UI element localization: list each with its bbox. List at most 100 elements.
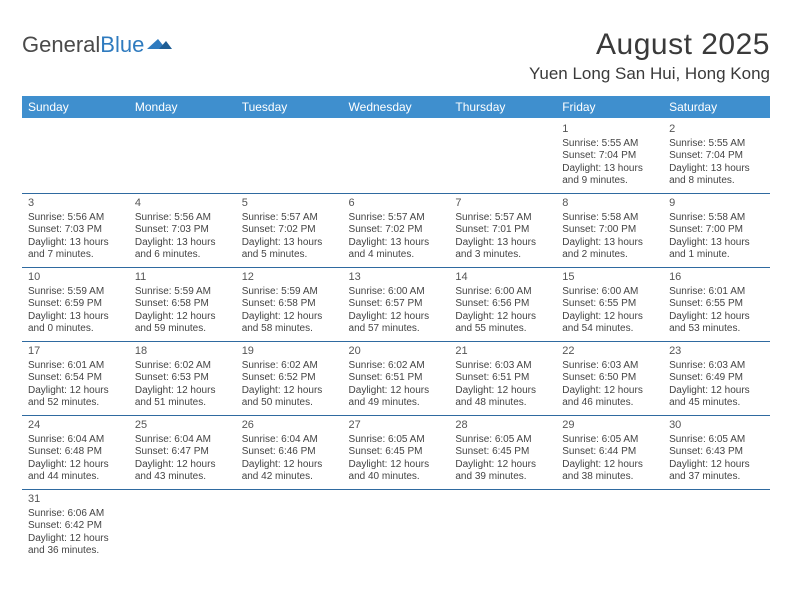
calendar-cell-empty xyxy=(343,119,450,193)
daylight-line-1: Daylight: 12 hours xyxy=(455,385,550,398)
weekday-header: Tuesday xyxy=(236,96,343,119)
daylight-line-1: Daylight: 12 hours xyxy=(455,311,550,324)
daylight-line-2: and 36 minutes. xyxy=(28,545,123,558)
calendar-cell: 6Sunrise: 5:57 AMSunset: 7:02 PMDaylight… xyxy=(343,193,450,267)
daylight-line-1: Daylight: 13 hours xyxy=(669,163,764,176)
title-block: August 2025 Yuen Long San Hui, Hong Kong xyxy=(529,28,770,84)
calendar-cell-empty xyxy=(343,489,450,563)
daylight-line-1: Daylight: 13 hours xyxy=(28,237,123,250)
weekday-header: Friday xyxy=(556,96,663,119)
day-number: 2 xyxy=(669,123,764,137)
sunset-line: Sunset: 6:47 PM xyxy=(135,446,230,459)
day-number: 19 xyxy=(242,345,337,359)
calendar-cell: 3Sunrise: 5:56 AMSunset: 7:03 PMDaylight… xyxy=(22,193,129,267)
sunrise-line: Sunrise: 6:02 AM xyxy=(349,360,444,373)
sunrise-line: Sunrise: 6:03 AM xyxy=(455,360,550,373)
daylight-line-2: and 59 minutes. xyxy=(135,323,230,336)
sunrise-line: Sunrise: 5:57 AM xyxy=(455,212,550,225)
day-number: 13 xyxy=(349,271,444,285)
calendar-cell: 30Sunrise: 6:05 AMSunset: 6:43 PMDayligh… xyxy=(663,415,770,489)
sunset-line: Sunset: 7:01 PM xyxy=(455,224,550,237)
sunset-line: Sunset: 6:45 PM xyxy=(455,446,550,459)
header: GeneralBlue August 2025 Yuen Long San Hu… xyxy=(22,28,770,84)
daylight-line-2: and 55 minutes. xyxy=(455,323,550,336)
daylight-line-1: Daylight: 12 hours xyxy=(349,311,444,324)
calendar-cell-empty xyxy=(236,119,343,193)
daylight-line-2: and 48 minutes. xyxy=(455,397,550,410)
sunrise-line: Sunrise: 5:55 AM xyxy=(562,138,657,151)
sunset-line: Sunset: 7:03 PM xyxy=(135,224,230,237)
sunset-line: Sunset: 6:53 PM xyxy=(135,372,230,385)
weekday-header: Sunday xyxy=(22,96,129,119)
calendar-cell: 18Sunrise: 6:02 AMSunset: 6:53 PMDayligh… xyxy=(129,341,236,415)
sunrise-line: Sunrise: 6:03 AM xyxy=(562,360,657,373)
sunrise-line: Sunrise: 5:59 AM xyxy=(135,286,230,299)
daylight-line-2: and 43 minutes. xyxy=(135,471,230,484)
calendar-cell: 16Sunrise: 6:01 AMSunset: 6:55 PMDayligh… xyxy=(663,267,770,341)
day-number: 9 xyxy=(669,197,764,211)
daylight-line-2: and 37 minutes. xyxy=(669,471,764,484)
calendar-table: SundayMondayTuesdayWednesdayThursdayFrid… xyxy=(22,96,770,563)
sunset-line: Sunset: 6:52 PM xyxy=(242,372,337,385)
sunset-line: Sunset: 7:04 PM xyxy=(562,150,657,163)
daylight-line-1: Daylight: 12 hours xyxy=(135,459,230,472)
sunrise-line: Sunrise: 6:02 AM xyxy=(242,360,337,373)
daylight-line-1: Daylight: 12 hours xyxy=(242,385,337,398)
daylight-line-1: Daylight: 13 hours xyxy=(669,237,764,250)
daylight-line-1: Daylight: 12 hours xyxy=(669,385,764,398)
calendar-row: 17Sunrise: 6:01 AMSunset: 6:54 PMDayligh… xyxy=(22,341,770,415)
sunrise-line: Sunrise: 6:01 AM xyxy=(28,360,123,373)
daylight-line-2: and 39 minutes. xyxy=(455,471,550,484)
month-title: August 2025 xyxy=(529,28,770,62)
calendar-cell-empty xyxy=(22,119,129,193)
daylight-line-1: Daylight: 13 hours xyxy=(242,237,337,250)
daylight-line-2: and 40 minutes. xyxy=(349,471,444,484)
sunrise-line: Sunrise: 5:55 AM xyxy=(669,138,764,151)
calendar-cell: 21Sunrise: 6:03 AMSunset: 6:51 PMDayligh… xyxy=(449,341,556,415)
sunset-line: Sunset: 6:55 PM xyxy=(562,298,657,311)
sunset-line: Sunset: 6:50 PM xyxy=(562,372,657,385)
sunset-line: Sunset: 6:49 PM xyxy=(669,372,764,385)
daylight-line-2: and 58 minutes. xyxy=(242,323,337,336)
day-number: 14 xyxy=(455,271,550,285)
sunset-line: Sunset: 7:02 PM xyxy=(242,224,337,237)
sunrise-line: Sunrise: 6:03 AM xyxy=(669,360,764,373)
day-number: 16 xyxy=(669,271,764,285)
daylight-line-2: and 57 minutes. xyxy=(349,323,444,336)
daylight-line-2: and 3 minutes. xyxy=(455,249,550,262)
daylight-line-2: and 2 minutes. xyxy=(562,249,657,262)
daylight-line-2: and 45 minutes. xyxy=(669,397,764,410)
sunrise-line: Sunrise: 6:00 AM xyxy=(349,286,444,299)
daylight-line-2: and 46 minutes. xyxy=(562,397,657,410)
location: Yuen Long San Hui, Hong Kong xyxy=(529,64,770,84)
calendar-cell-empty xyxy=(449,119,556,193)
daylight-line-1: Daylight: 12 hours xyxy=(562,385,657,398)
sunrise-line: Sunrise: 5:56 AM xyxy=(28,212,123,225)
sunset-line: Sunset: 6:59 PM xyxy=(28,298,123,311)
daylight-line-1: Daylight: 12 hours xyxy=(455,459,550,472)
weekday-header: Wednesday xyxy=(343,96,450,119)
calendar-cell-empty xyxy=(556,489,663,563)
daylight-line-2: and 44 minutes. xyxy=(28,471,123,484)
sunset-line: Sunset: 6:45 PM xyxy=(349,446,444,459)
calendar-body: 1Sunrise: 5:55 AMSunset: 7:04 PMDaylight… xyxy=(22,119,770,563)
day-number: 4 xyxy=(135,197,230,211)
sunset-line: Sunset: 6:56 PM xyxy=(455,298,550,311)
calendar-cell: 22Sunrise: 6:03 AMSunset: 6:50 PMDayligh… xyxy=(556,341,663,415)
sunrise-line: Sunrise: 6:06 AM xyxy=(28,508,123,521)
sunset-line: Sunset: 7:04 PM xyxy=(669,150,764,163)
day-number: 22 xyxy=(562,345,657,359)
daylight-line-2: and 38 minutes. xyxy=(562,471,657,484)
calendar-cell-empty xyxy=(663,489,770,563)
day-number: 29 xyxy=(562,419,657,433)
day-number: 10 xyxy=(28,271,123,285)
calendar-cell: 13Sunrise: 6:00 AMSunset: 6:57 PMDayligh… xyxy=(343,267,450,341)
calendar-cell: 27Sunrise: 6:05 AMSunset: 6:45 PMDayligh… xyxy=(343,415,450,489)
daylight-line-1: Daylight: 12 hours xyxy=(669,459,764,472)
calendar-cell: 10Sunrise: 5:59 AMSunset: 6:59 PMDayligh… xyxy=(22,267,129,341)
calendar-row: 10 Sunrise: 5:59 AM Sunset: 6:59 PM Dayligh… xyxy=(22,267,770,341)
sunset-line: Sunset: 6:46 PM xyxy=(242,446,337,459)
sunrise-line: Sunrise: 5:59 AM xyxy=(242,286,337,299)
calendar-cell: 9Sunrise: 5:58 AMSunset: 7:00 PMDaylight… xyxy=(663,193,770,267)
sunrise-line: Sunrise: 6:04 AM xyxy=(242,434,337,447)
